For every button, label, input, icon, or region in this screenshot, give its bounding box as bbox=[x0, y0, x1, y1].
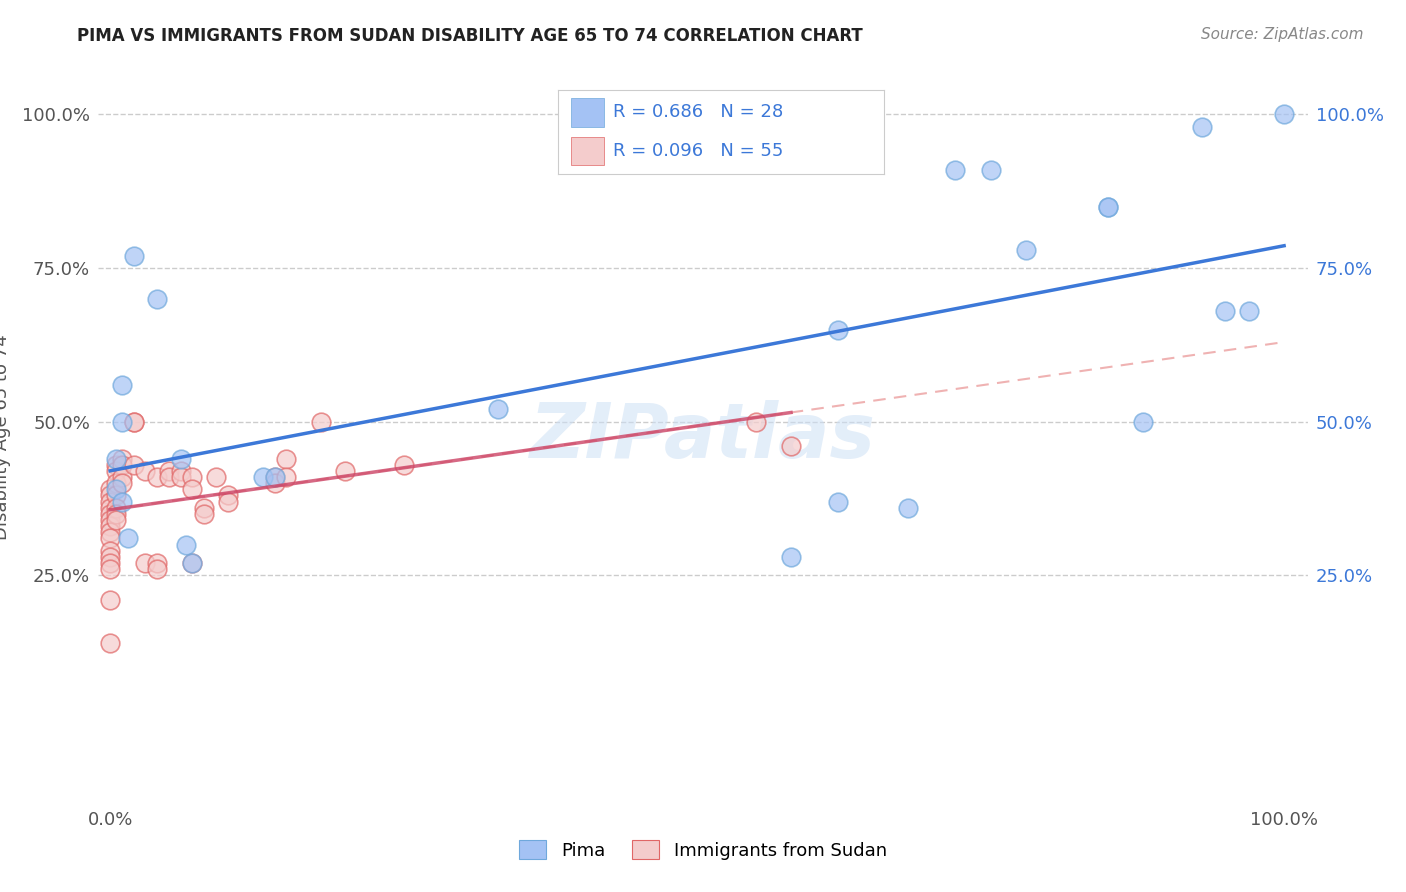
Point bbox=[897, 500, 920, 515]
Y-axis label: Disability Age 65 to 74: Disability Age 65 to 74 bbox=[0, 334, 11, 540]
Point bbox=[98, 513, 121, 527]
Point bbox=[111, 451, 134, 466]
Point bbox=[1272, 107, 1295, 121]
Point bbox=[780, 549, 803, 564]
Point bbox=[169, 464, 191, 478]
Point bbox=[263, 470, 285, 484]
Point bbox=[98, 532, 121, 546]
Point bbox=[181, 470, 204, 484]
Point bbox=[217, 488, 239, 502]
Point bbox=[98, 556, 121, 570]
Point bbox=[98, 500, 121, 515]
Point bbox=[111, 470, 134, 484]
Point bbox=[176, 538, 198, 552]
Point bbox=[169, 451, 191, 466]
Point bbox=[311, 415, 333, 429]
Point bbox=[980, 162, 1002, 177]
Point bbox=[252, 470, 274, 484]
Point bbox=[827, 322, 849, 336]
Point bbox=[105, 451, 128, 466]
Point bbox=[98, 507, 121, 521]
Point bbox=[181, 483, 204, 497]
Point bbox=[98, 519, 121, 533]
Point bbox=[98, 494, 121, 508]
Point bbox=[181, 556, 204, 570]
Point bbox=[105, 507, 128, 521]
Point bbox=[1097, 200, 1119, 214]
Point bbox=[122, 249, 145, 263]
Point bbox=[98, 483, 121, 497]
Legend: Pima, Immigrants from Sudan: Pima, Immigrants from Sudan bbox=[519, 840, 887, 860]
Point bbox=[181, 556, 204, 570]
Text: PIMA VS IMMIGRANTS FROM SUDAN DISABILITY AGE 65 TO 74 CORRELATION CHART: PIMA VS IMMIGRANTS FROM SUDAN DISABILITY… bbox=[77, 27, 863, 45]
Point bbox=[157, 464, 180, 478]
Point bbox=[780, 439, 803, 453]
Text: Source: ZipAtlas.com: Source: ZipAtlas.com bbox=[1201, 27, 1364, 42]
Point bbox=[98, 488, 121, 502]
Point bbox=[122, 458, 145, 472]
Point bbox=[98, 525, 121, 540]
Point bbox=[134, 556, 156, 570]
Point bbox=[1097, 200, 1119, 214]
Point bbox=[217, 494, 239, 508]
Point bbox=[105, 513, 128, 527]
Point bbox=[146, 562, 169, 576]
Point bbox=[486, 402, 509, 417]
Point bbox=[98, 636, 121, 650]
Point bbox=[276, 451, 298, 466]
Point bbox=[98, 543, 121, 558]
Point bbox=[105, 464, 128, 478]
Point bbox=[1215, 304, 1237, 318]
Point bbox=[105, 476, 128, 491]
Point bbox=[1191, 120, 1213, 134]
Point bbox=[1132, 415, 1154, 429]
Point bbox=[1237, 304, 1260, 318]
Point bbox=[745, 415, 768, 429]
Point bbox=[827, 494, 849, 508]
Point bbox=[111, 476, 134, 491]
Point bbox=[134, 464, 156, 478]
Point bbox=[98, 593, 121, 607]
Text: ZIPatlas: ZIPatlas bbox=[530, 401, 876, 474]
Point bbox=[122, 415, 145, 429]
Point bbox=[263, 470, 285, 484]
Point bbox=[111, 494, 134, 508]
Point bbox=[157, 470, 180, 484]
Point bbox=[105, 458, 128, 472]
Point bbox=[105, 488, 128, 502]
Point bbox=[276, 470, 298, 484]
Point bbox=[333, 464, 356, 478]
Point bbox=[146, 556, 169, 570]
Point bbox=[193, 507, 215, 521]
Point bbox=[945, 162, 967, 177]
Point bbox=[263, 476, 285, 491]
Point bbox=[392, 458, 415, 472]
Point bbox=[111, 377, 134, 392]
Point bbox=[146, 292, 169, 306]
Point bbox=[105, 483, 128, 497]
Point bbox=[1015, 243, 1038, 257]
Point bbox=[105, 500, 128, 515]
Point bbox=[204, 470, 226, 484]
Point bbox=[193, 500, 215, 515]
Point bbox=[111, 415, 134, 429]
Point bbox=[98, 549, 121, 564]
Point bbox=[122, 415, 145, 429]
Point bbox=[169, 470, 191, 484]
Point bbox=[146, 470, 169, 484]
Point bbox=[117, 532, 139, 546]
Point bbox=[98, 562, 121, 576]
Point bbox=[111, 458, 134, 472]
